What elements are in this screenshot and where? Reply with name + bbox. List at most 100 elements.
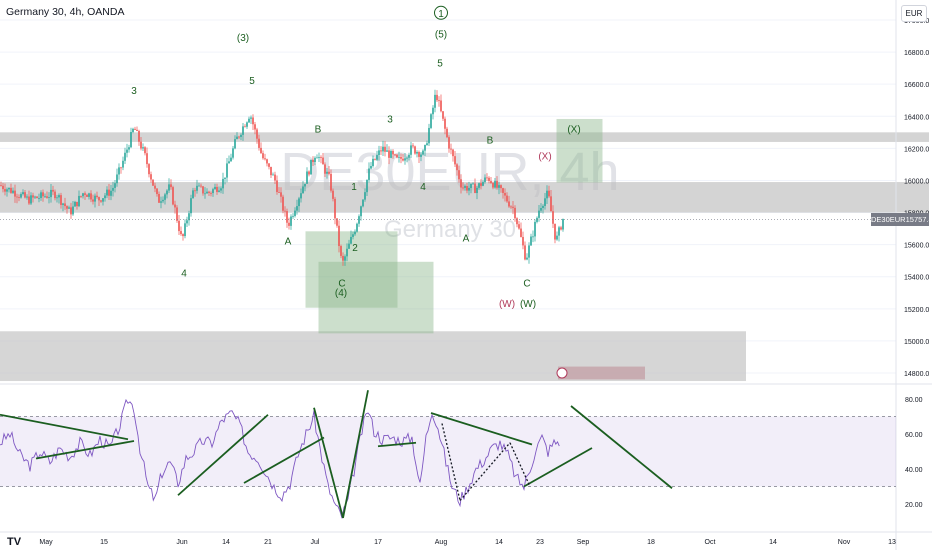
candle-body xyxy=(460,179,462,188)
candle-body xyxy=(238,136,240,138)
time-axis-tick: Jul xyxy=(311,539,320,546)
candle-body xyxy=(12,190,14,193)
wave-label: 1 xyxy=(351,182,357,193)
candle-body xyxy=(452,149,454,157)
time-axis-tick: Oct xyxy=(705,539,716,546)
candle-body xyxy=(226,163,228,178)
candle-body xyxy=(502,188,504,193)
candle-body xyxy=(106,189,108,196)
candle-body xyxy=(408,154,410,158)
candle-body xyxy=(324,164,326,174)
price-axis-tick: 15400.0 xyxy=(904,275,929,282)
candle-body xyxy=(18,197,20,198)
candle-body xyxy=(58,195,60,198)
tradingview-logo: TV xyxy=(7,536,22,548)
candle-body xyxy=(246,122,248,127)
currency-badge[interactable]: EUR xyxy=(901,5,927,22)
candle-body xyxy=(434,94,436,108)
candle-body xyxy=(534,221,536,237)
candle-body xyxy=(166,190,168,195)
projection-icon[interactable] xyxy=(556,367,568,379)
candle-body xyxy=(322,157,324,165)
wave-label: (3) xyxy=(237,33,249,44)
zone-target xyxy=(305,231,398,308)
candle-body xyxy=(122,160,124,168)
candle-body xyxy=(38,198,40,199)
rsi-trendline[interactable] xyxy=(35,440,135,460)
rsi-dotted-line[interactable] xyxy=(509,442,531,487)
candle-body xyxy=(94,195,96,202)
candle-body xyxy=(158,194,160,203)
candle-body xyxy=(544,198,546,206)
candle-body xyxy=(202,186,204,194)
rsi-trendline[interactable] xyxy=(243,436,325,484)
wave-label: (X) xyxy=(538,152,551,163)
rsi-trendline[interactable] xyxy=(523,447,593,488)
rsi-trendline[interactable] xyxy=(0,413,129,441)
candle-body xyxy=(496,180,498,188)
candle-body xyxy=(538,210,540,218)
chart-title: Germany 30, 4h, OANDA xyxy=(6,6,125,18)
candle-body xyxy=(162,199,164,202)
rsi-trendline[interactable] xyxy=(342,390,369,519)
candle-body xyxy=(4,189,6,192)
rsi-trendline[interactable] xyxy=(570,405,673,489)
candle-body xyxy=(288,222,290,226)
wave-label: (5) xyxy=(435,30,447,41)
wave-label: (4) xyxy=(335,288,347,299)
candle-body xyxy=(276,180,278,193)
candle-body xyxy=(16,196,18,198)
rsi-dotted-line[interactable] xyxy=(441,423,461,501)
rsi-dotted-line[interactable] xyxy=(459,442,511,501)
rsi-trendline[interactable] xyxy=(430,412,533,446)
time-axis-tick: Sep xyxy=(577,539,590,546)
wave-label: (X) xyxy=(567,124,580,135)
candle-body xyxy=(386,150,388,152)
candle-body xyxy=(258,138,260,148)
candle-body xyxy=(86,194,88,197)
candle-body xyxy=(70,207,72,215)
rsi-trendline[interactable] xyxy=(377,441,417,448)
candle-body xyxy=(340,246,342,256)
wave-label: 3 xyxy=(387,115,393,126)
candle-body xyxy=(316,157,318,159)
candle-body xyxy=(220,188,222,191)
candle-body xyxy=(560,227,562,230)
candle-body xyxy=(172,187,174,205)
candle-body xyxy=(150,174,152,180)
zone-target xyxy=(556,118,603,183)
candle-body xyxy=(486,177,488,179)
candle-body xyxy=(142,147,144,149)
candle-body xyxy=(512,206,514,208)
candle-body xyxy=(274,174,276,181)
candle-body xyxy=(504,192,506,196)
candle-body xyxy=(326,171,328,174)
candle-body xyxy=(24,192,26,198)
rsi-trendline[interactable] xyxy=(313,407,344,519)
wave-label: C xyxy=(338,278,345,289)
candle-body xyxy=(96,195,98,198)
candle-body xyxy=(208,191,210,193)
candle-body xyxy=(224,177,226,179)
candle-body xyxy=(446,128,448,138)
candle-body xyxy=(92,199,94,202)
time-axis-tick: Aug xyxy=(435,539,448,546)
candle-body xyxy=(214,186,216,190)
price-axis-tick: 16800.0 xyxy=(904,50,929,57)
candle-body xyxy=(428,127,430,144)
candle-body xyxy=(210,192,212,194)
candle-body xyxy=(494,180,496,188)
candle-body xyxy=(492,183,494,188)
candle-body xyxy=(318,157,320,158)
candle-body xyxy=(394,154,396,156)
candle-body xyxy=(536,217,538,222)
candle-body xyxy=(562,218,564,230)
candle-body xyxy=(338,225,340,247)
wave-label: (W) xyxy=(520,299,536,310)
rsi-trendline[interactable] xyxy=(177,414,269,496)
candle-body xyxy=(334,198,336,219)
rsi-axis-tick: 60.00 xyxy=(905,432,923,439)
candle-body xyxy=(304,183,306,187)
candle-body xyxy=(118,167,120,175)
